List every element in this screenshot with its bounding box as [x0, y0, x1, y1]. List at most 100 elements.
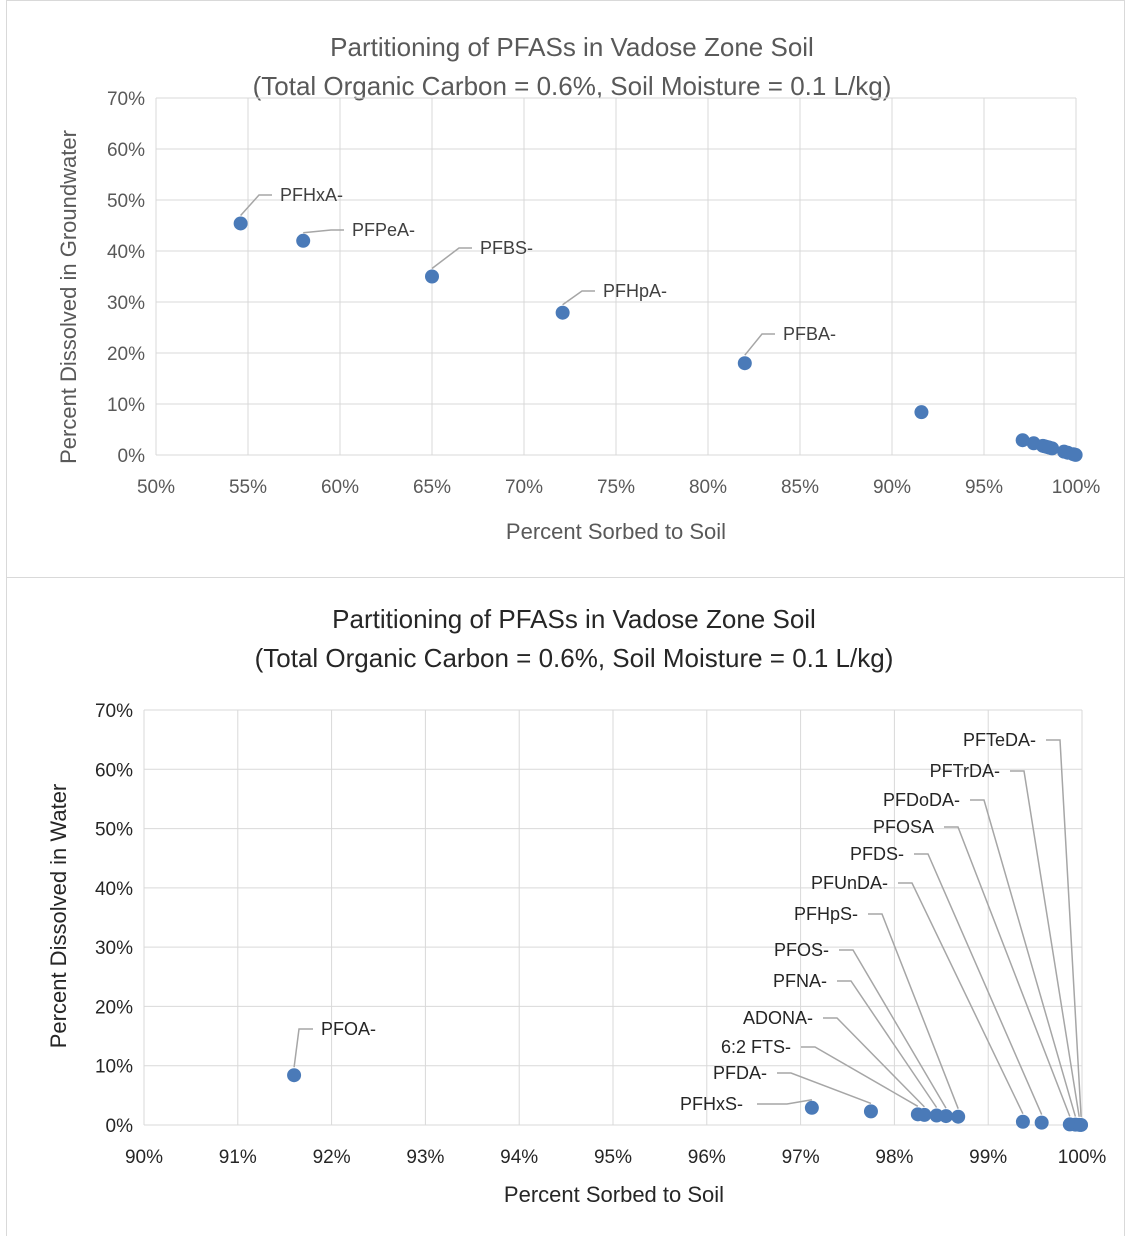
- data-point[interactable]: [737, 356, 752, 371]
- point-label: PFHpS-: [794, 904, 858, 924]
- x-tick-label: 92%: [313, 1147, 351, 1168]
- y-tick-label: 10%: [95, 1057, 133, 1078]
- data-point[interactable]: [425, 269, 439, 284]
- chart-bottom-xlabel: Percent Sorbed to Soil: [504, 1182, 724, 1207]
- x-tick-label: 55%: [229, 477, 267, 498]
- x-tick-label: 60%: [321, 477, 359, 498]
- x-tick-label: 90%: [125, 1147, 163, 1168]
- chart-bottom-ylabel: Percent Dissolved in Water: [46, 784, 71, 1049]
- point-label: ADONA-: [743, 1008, 813, 1028]
- data-point[interactable]: [917, 1107, 932, 1122]
- leader-line: [837, 980, 938, 1108]
- point-label: PFOA-: [321, 1019, 376, 1039]
- point-label: PFHxS-: [680, 1094, 743, 1114]
- leader-line: [431, 247, 472, 270]
- chart-bottom-title: Partitioning of PFASs in Vadose Zone Soi…: [332, 604, 816, 634]
- leader-line: [823, 1017, 925, 1108]
- y-tick-label: 40%: [107, 242, 145, 263]
- y-tick-label: 50%: [95, 820, 133, 841]
- point-label: PFOSA: [873, 817, 934, 837]
- x-tick-label: 96%: [688, 1147, 726, 1168]
- x-tick-label: 100%: [1058, 1147, 1107, 1168]
- data-point[interactable]: [296, 233, 311, 248]
- data-point[interactable]: [951, 1109, 966, 1124]
- chart-bottom-svg: Partitioning of PFASs in Vadose Zone Soi…: [46, 604, 1106, 1207]
- chart-panel-bottom: Partitioning of PFASs in Vadose Zone Soi…: [6, 578, 1125, 1236]
- data-point[interactable]: [1074, 1117, 1089, 1132]
- x-tick-label: 65%: [413, 477, 451, 498]
- chart-top-ylabel: Percent Dissolved in Groundwater: [56, 130, 81, 464]
- point-label: PFDA-: [713, 1063, 767, 1083]
- data-point[interactable]: [555, 305, 570, 320]
- chart-top-grid: [155, 97, 1077, 456]
- point-label: 6:2 FTS-: [721, 1037, 791, 1057]
- data-point[interactable]: [938, 1109, 953, 1124]
- chart-top-svg: Partitioning of PFASs in Vadose Zone Soi…: [56, 32, 1100, 544]
- leader-line: [898, 882, 1024, 1115]
- leader-line: [839, 949, 947, 1109]
- y-tick-label: 70%: [95, 701, 133, 722]
- chart-bottom-ticks: 90% 91% 92% 93% 94% 95% 96% 97% 98% 99% 100% 0% 10% 2…: [95, 701, 1106, 1168]
- point-label: PFHpA-: [603, 281, 667, 301]
- x-tick-label: 97%: [782, 1147, 820, 1168]
- y-tick-label: 30%: [107, 293, 145, 314]
- x-tick-label: 100%: [1052, 477, 1101, 498]
- y-tick-label: 70%: [107, 89, 145, 110]
- x-tick-label: 94%: [500, 1147, 538, 1168]
- chart-bottom-subtitle: (Total Organic Carbon = 0.6%, Soil Moist…: [255, 643, 894, 673]
- chart-bottom-grid: [143, 709, 1083, 1126]
- x-tick-label: 70%: [505, 477, 543, 498]
- chart-bottom-point-labels: PFOA- PFHxS- PFDA- 6:2 FTS- ADONA- PFNA- PFOS-…: [321, 730, 1036, 1114]
- x-tick-label: 95%: [594, 1147, 632, 1168]
- y-tick-label: 0%: [106, 1116, 134, 1137]
- leader-line: [303, 229, 344, 234]
- point-label: PFDS-: [850, 844, 904, 864]
- data-point[interactable]: [1015, 1114, 1030, 1129]
- point-label: PFDoDA-: [883, 790, 960, 810]
- chart-panel-top: Partitioning of PFASs in Vadose Zone Soi…: [6, 0, 1125, 578]
- chart-top-title: Partitioning of PFASs in Vadose Zone Soi…: [330, 32, 814, 62]
- x-tick-label: 85%: [781, 477, 819, 498]
- chart-top-points: [233, 216, 1083, 462]
- data-point[interactable]: [914, 405, 929, 420]
- x-tick-label: 80%: [689, 477, 727, 498]
- data-point[interactable]: [1045, 441, 1060, 456]
- data-point[interactable]: [1015, 433, 1030, 448]
- leader-line: [777, 1072, 872, 1105]
- y-tick-label: 0%: [118, 446, 146, 467]
- data-point[interactable]: [804, 1100, 819, 1115]
- point-label: PFUnDA-: [811, 873, 888, 893]
- leader-line: [868, 913, 959, 1109]
- point-label: PFBS-: [480, 238, 533, 258]
- y-tick-label: 60%: [107, 140, 145, 161]
- leader-line: [970, 799, 1077, 1117]
- leader-line: [562, 290, 595, 306]
- point-label: PFBA-: [783, 324, 836, 344]
- leader-line: [757, 1099, 813, 1105]
- point-label: PFHxA-: [280, 185, 343, 205]
- data-point[interactable]: [233, 216, 248, 231]
- x-tick-label: 75%: [597, 477, 635, 498]
- chart-bottom-points: [287, 1068, 1089, 1132]
- leader-line: [240, 194, 272, 217]
- chart-top-xlabel: Percent Sorbed to Soil: [506, 519, 726, 544]
- y-tick-label: 30%: [95, 938, 133, 959]
- data-point[interactable]: [1068, 447, 1083, 462]
- point-label: PFPeA-: [352, 220, 415, 240]
- data-point[interactable]: [863, 1104, 878, 1119]
- data-point[interactable]: [1034, 1115, 1049, 1130]
- y-tick-label: 40%: [95, 879, 133, 900]
- y-tick-label: 20%: [107, 344, 145, 365]
- point-label: PFNA-: [773, 971, 827, 991]
- x-tick-label: 98%: [875, 1147, 913, 1168]
- x-tick-label: 50%: [137, 477, 175, 498]
- leader-line: [1010, 770, 1080, 1117]
- y-tick-label: 10%: [107, 395, 145, 416]
- leader-line: [801, 1046, 919, 1107]
- y-tick-label: 60%: [95, 760, 133, 781]
- point-label: PFTeDA-: [963, 730, 1036, 750]
- chart-top-ticks: 50% 55% 60% 65% 70% 75% 80% 85% 90% 95% 100% 0% 10% 2…: [107, 89, 1100, 498]
- x-tick-label: 99%: [969, 1147, 1007, 1168]
- data-point[interactable]: [287, 1068, 302, 1083]
- point-label: PFTrDA-: [930, 761, 1000, 781]
